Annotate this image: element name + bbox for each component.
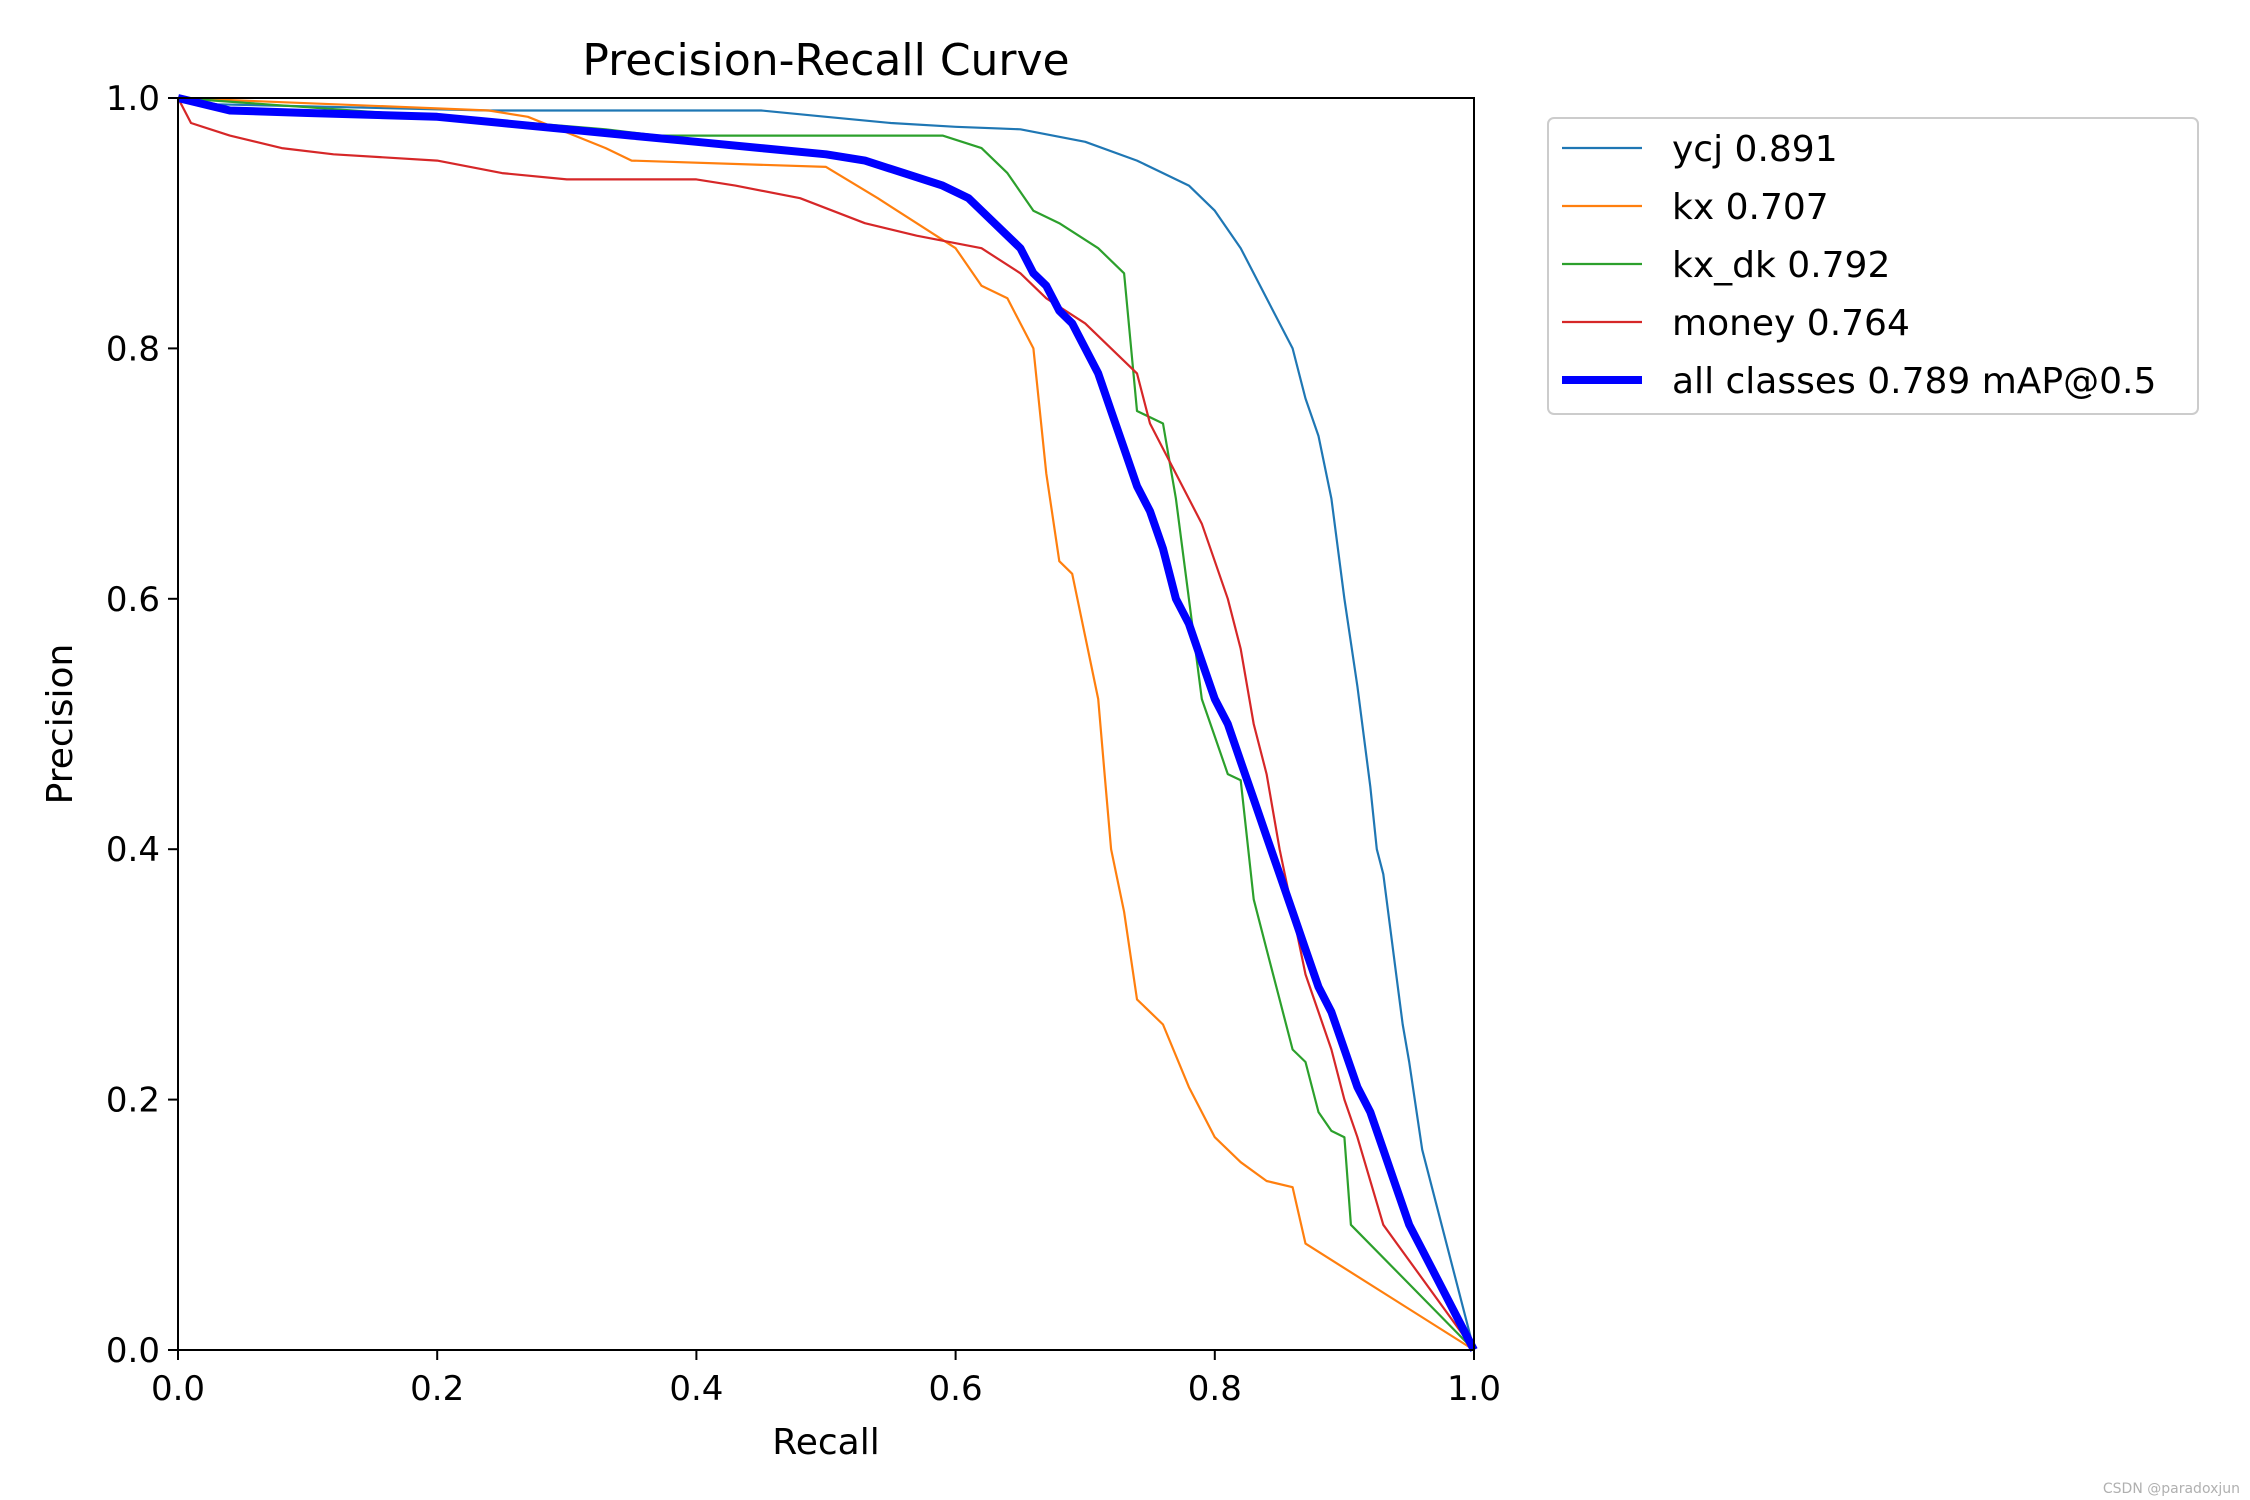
x-tick-label: 0.4 [669,1369,723,1409]
x-tick-label: 0.2 [410,1369,464,1409]
legend-label-kx_dk: kx_dk 0.792 [1672,245,1890,286]
watermark-text: CSDN @paradoxjun [2103,1481,2240,1497]
series-line-kx_dk [177,96,1475,1351]
legend-label-money: money 0.764 [1672,303,1910,344]
plot-frame [177,97,1475,1351]
y-tick-label: 0.4 [106,830,160,870]
x-tick-label: 1.0 [1447,1369,1501,1409]
y-tick-label: 0.6 [106,580,160,620]
y-tick-label: 1.0 [106,79,160,119]
legend-frame [1547,117,2199,415]
x-axis-label: Recall [772,1422,879,1463]
series-line-kx [177,96,1475,1351]
x-tick-label: 0.0 [151,1369,205,1409]
legend: ycj 0.891 kx 0.707 kx_dk 0.792 money 0.764 a… [1547,117,2199,415]
series-line-ycj [177,96,1476,1351]
legend-label-ycj: ycj 0.891 [1672,129,1838,170]
x-tick-label: 0.8 [1188,1369,1242,1409]
series-line-all-classes [177,94,1478,1352]
chart-title: Precision-Recall Curve [582,35,1069,86]
y-tick-label: 0.2 [106,1081,160,1121]
y-tick-label: 0.0 [106,1331,160,1371]
legend-label-kx: kx 0.707 [1672,187,1829,228]
series-layer [177,94,1478,1352]
y-axis-label: Precision [40,644,81,805]
series-line-money [177,97,1475,1351]
x-ticks: 0.0 0.2 0.4 0.6 0.8 1.0 [151,1350,1501,1409]
x-tick-label: 0.6 [929,1369,983,1409]
y-tick-label: 0.8 [106,329,160,369]
legend-label-all-classes: all classes 0.789 mAP@0.5 [1672,361,2156,402]
y-ticks: 0.0 0.2 0.4 0.6 0.8 1.0 [106,79,178,1371]
